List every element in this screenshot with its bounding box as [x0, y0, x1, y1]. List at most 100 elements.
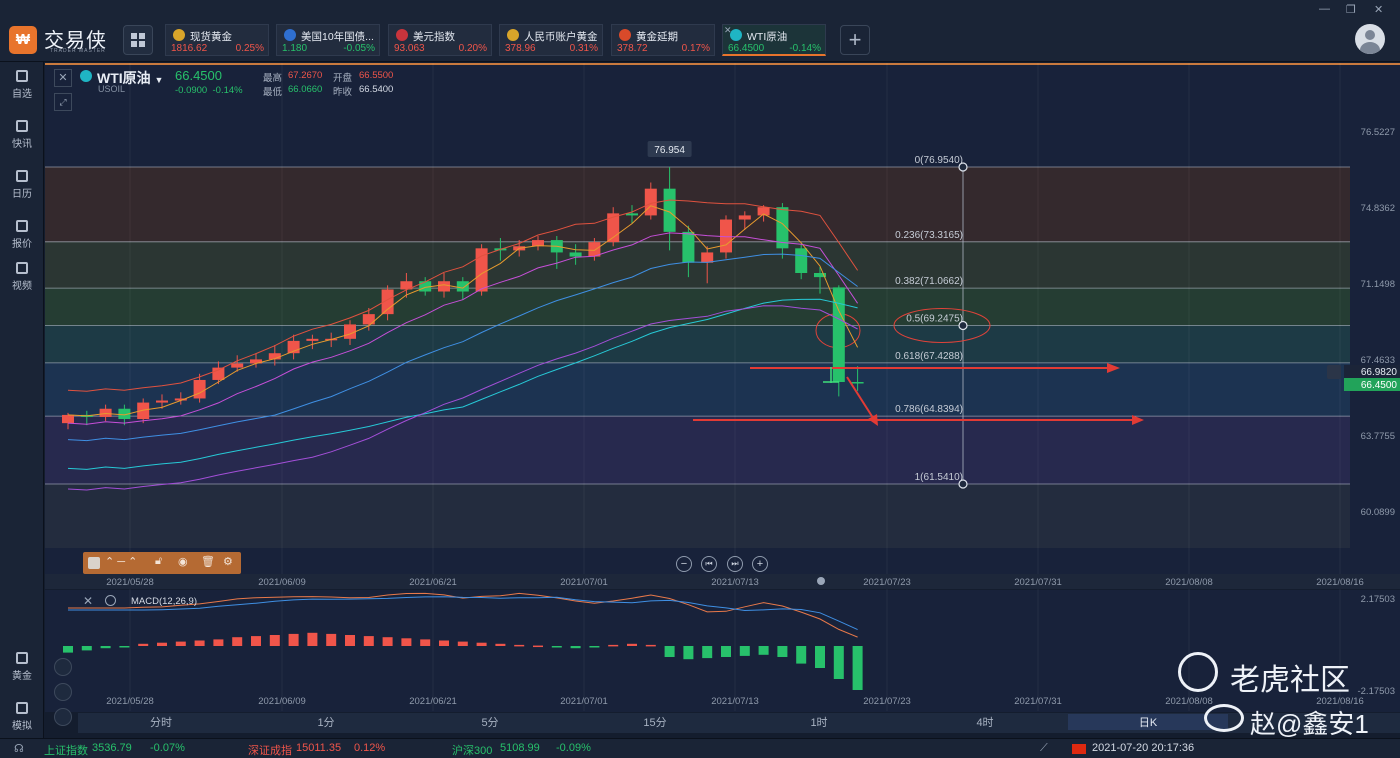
- link-icon[interactable]: ⟋: [1040, 742, 1048, 754]
- close-chart-button[interactable]: ✕: [54, 69, 72, 87]
- tab-6[interactable]: ✕ WTI原油 66.4500 -0.14%: [722, 24, 826, 56]
- macd-bar: [551, 646, 562, 648]
- tab-name: 黄金延期: [636, 31, 678, 43]
- close-icon[interactable]: ✕: [1374, 4, 1384, 16]
- timeframe-3[interactable]: 5分: [481, 717, 499, 729]
- sidebar-item-7[interactable]: 模拟: [0, 702, 44, 732]
- fib-handle-1: [958, 320, 968, 331]
- candle-body: [832, 287, 845, 383]
- sidebar-item-5[interactable]: 视频: [0, 262, 44, 292]
- sidebar-item-6[interactable]: 黄金: [0, 652, 44, 682]
- quote-icon: [16, 220, 28, 232]
- line-chart-icon[interactable]: [54, 708, 72, 726]
- candle: [588, 238, 601, 261]
- close-indicator-button[interactable]: ✕: [83, 594, 94, 608]
- sidebar-item-3[interactable]: 日历: [0, 170, 44, 200]
- indicator-settings-icon[interactable]: [105, 595, 116, 606]
- candle: [306, 334, 319, 350]
- tab-change: 0.20%: [458, 43, 487, 54]
- timeframe-1[interactable]: 分时: [150, 717, 172, 729]
- candle: [381, 285, 394, 321]
- user-avatar[interactable]: [1355, 24, 1385, 54]
- candle-body: [118, 408, 131, 420]
- candle-body: [250, 359, 262, 364]
- macd-bar: [439, 640, 449, 646]
- line-style-icon[interactable]: ⌃ ─ ⌃: [105, 556, 138, 568]
- chart-area[interactable]: 0(76.9540) 0.236(73.3165) 0.382(71.0662) 0.…: [45, 63, 1400, 738]
- minimize-icon[interactable]: —: [1319, 3, 1330, 15]
- x-axis-label: 2021/05/28: [106, 577, 154, 588]
- macd-bar: [533, 645, 543, 648]
- eye-icon[interactable]: ◉: [178, 556, 188, 568]
- add-tab-button[interactable]: +: [840, 25, 870, 55]
- scroll-last-button[interactable]: ⏭: [727, 556, 743, 572]
- zoom-out-button[interactable]: −: [676, 556, 692, 572]
- candle-body: [475, 248, 488, 292]
- expand-button[interactable]: ⤢: [54, 93, 72, 111]
- gold-bar-icon: [619, 29, 631, 41]
- tab-1[interactable]: 现货黄金 1816.62 0.25%: [165, 24, 269, 56]
- candle-body: [156, 400, 168, 403]
- color-swatch-icon[interactable]: [88, 557, 100, 569]
- ma-magenta-line: [67, 232, 859, 425]
- sidebar-item-2[interactable]: 快讯: [0, 120, 44, 150]
- indicator-tool-icon[interactable]: [54, 658, 72, 676]
- macd-bar: [514, 644, 525, 647]
- timeframe-2[interactable]: 1分: [317, 717, 335, 729]
- trash-icon[interactable]: 🗑︎: [201, 556, 215, 568]
- headset-icon[interactable]: ☊: [14, 743, 24, 755]
- index-name[interactable]: 沪深300: [452, 745, 493, 757]
- pen-tool-icon[interactable]: [54, 683, 72, 701]
- lock-icon[interactable]: 🔓︎: [155, 555, 163, 567]
- high-marker-label: 76.954: [654, 145, 685, 156]
- candle: [362, 307, 375, 331]
- instrument-name[interactable]: WTI原油 ▼: [97, 68, 163, 88]
- sidebar-item-label: 模拟: [12, 721, 32, 732]
- index-name[interactable]: 上证指数: [44, 745, 88, 757]
- tab-2[interactable]: 美国10年国债... 1.180 -0.05%: [276, 24, 380, 56]
- instrument-name-text: WTI原油: [97, 70, 151, 86]
- bar-chart-icon: [284, 29, 296, 41]
- tab-price: 66.4500: [728, 43, 765, 54]
- current-price-box: [1344, 378, 1400, 391]
- candle: [814, 266, 826, 294]
- macd-bar: [326, 633, 337, 646]
- timeframe-6[interactable]: 4时: [976, 717, 994, 729]
- candle-body: [588, 242, 601, 257]
- macd-bar: [476, 642, 487, 646]
- low-label: 最低: [263, 87, 283, 98]
- prev-close-value: 66.5400: [359, 84, 394, 95]
- fib-handle-0: [958, 162, 968, 172]
- x-axis-label: 2021/07/13: [711, 577, 759, 588]
- candle: [475, 244, 488, 296]
- tab-4[interactable]: 人民币账户黄金 378.96 0.31%: [499, 24, 603, 56]
- tab-5[interactable]: 黄金延期 378.72 0.17%: [611, 24, 715, 56]
- grid-menu-button[interactable]: [123, 25, 153, 55]
- timeframe-7[interactable]: 日K: [1068, 714, 1228, 730]
- scroll-first-button[interactable]: ⏮: [701, 556, 717, 572]
- index-name[interactable]: 深证成指: [248, 745, 292, 757]
- macd-bar: [288, 633, 299, 646]
- high-marker-box: [647, 141, 692, 157]
- oil-drop-icon: [730, 29, 742, 41]
- tab-3[interactable]: 美元指数 93.063 0.20%: [388, 24, 492, 56]
- macd-x-label: 2021/07/01: [560, 696, 608, 707]
- candle-body: [231, 363, 244, 368]
- app-logo-text: 交易侠: [44, 30, 107, 52]
- restore-icon[interactable]: ❐: [1346, 4, 1356, 16]
- timeframe-5[interactable]: 1时: [810, 717, 828, 729]
- tab-price: 1.180: [282, 43, 308, 54]
- x-axis-label: 2021/06/21: [409, 577, 457, 588]
- tab-name: 美元指数: [413, 31, 455, 43]
- timeframe-4[interactable]: 15分: [643, 717, 667, 729]
- open-label: 开盘: [333, 73, 353, 84]
- sidebar-item-4[interactable]: 报价: [0, 220, 44, 250]
- sidebar-item-1[interactable]: 自选: [0, 70, 44, 100]
- macd-bar: [269, 635, 280, 646]
- y-axis-label: 63.7755: [1361, 431, 1395, 442]
- zoom-in-button[interactable]: +: [752, 556, 768, 572]
- instrument-price: 66.4500: [175, 68, 222, 83]
- tab-close-icon[interactable]: ✕: [724, 25, 732, 35]
- watermark-logo-icon: [1178, 652, 1218, 692]
- settings-icon[interactable]: ⚙︎: [223, 556, 233, 568]
